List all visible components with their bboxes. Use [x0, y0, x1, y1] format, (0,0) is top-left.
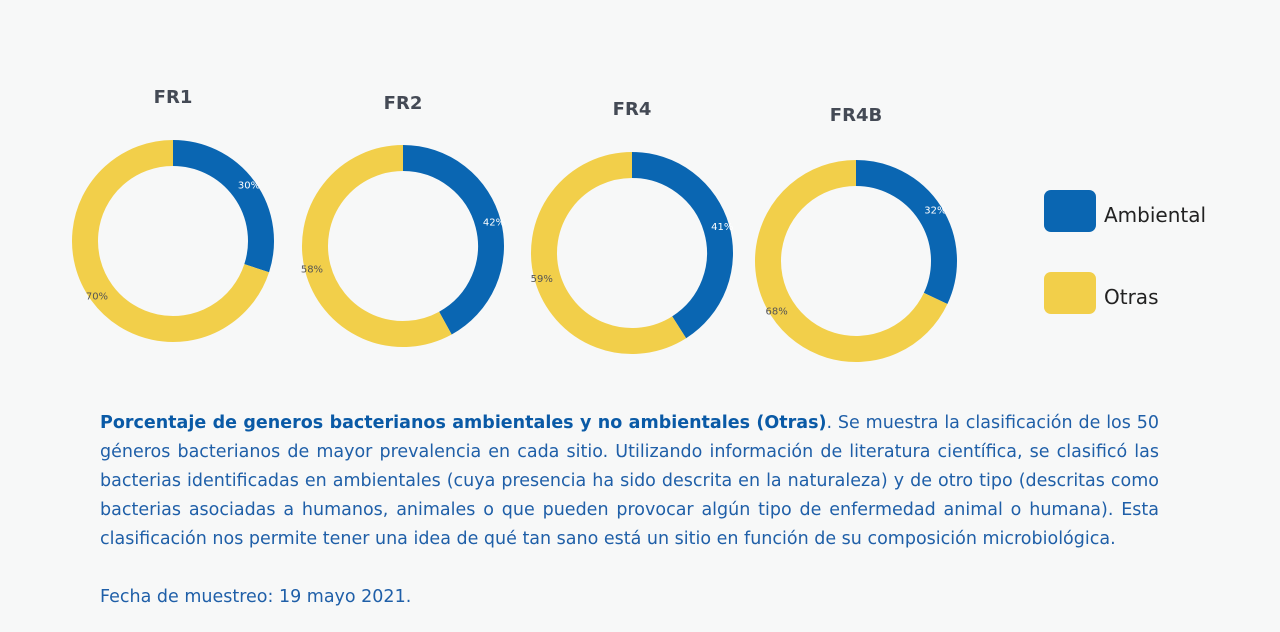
figure-caption: Porcentaje de generos bacterianos ambien… [100, 409, 1159, 554]
legend-label-otras: Otras [1104, 285, 1159, 309]
sampling-date: Fecha de muestreo: 19 mayo 2021. [100, 587, 412, 607]
data-label-fr1-ambiental: 30% [238, 181, 260, 192]
data-label-fr4-ambiental: 41% [711, 222, 733, 233]
slice-fr1-otras [72, 140, 270, 342]
data-label-fr2-ambiental: 42% [483, 218, 505, 229]
data-label-fr4b-ambiental: 32% [924, 206, 946, 217]
donut-charts: FR1 30% 70% FR2 42% 58% FR4 41% 59% FR4B 32% 68% [72, 87, 957, 362]
slice-fr4b-ambiental [855, 160, 957, 304]
data-label-fr1-otras: 70% [86, 291, 108, 302]
data-label-fr4b-otras: 68% [766, 306, 788, 317]
legend-swatch-otras [1044, 272, 1096, 314]
legend-swatch-ambiental [1044, 190, 1096, 232]
chart-title-fr1: FR1 [154, 87, 193, 108]
slice-fr4b-otras [755, 160, 948, 362]
slice-fr2-ambiental [402, 145, 504, 335]
caption-title: Porcentaje de generos bacterianos ambien… [100, 413, 827, 433]
legend-item-ambiental: Ambiental [1044, 190, 1206, 232]
chart-title-fr2: FR2 [384, 93, 423, 114]
slice-fr1-ambiental [172, 140, 274, 273]
slice-fr4-ambiental [631, 152, 733, 339]
slice-fr2-otras [302, 145, 452, 347]
caption-text: . Se muestra la clasificación de los 50 … [100, 413, 1160, 549]
data-label-fr2-otras: 58% [301, 264, 323, 275]
legend-item-otras: Otras [1044, 272, 1158, 314]
slice-fr4-otras [531, 152, 687, 354]
chart-title-fr4: FR4 [613, 99, 652, 120]
chart-title-fr4b: FR4B [830, 105, 882, 126]
data-label-fr4-otras: 59% [531, 274, 553, 285]
legend-label-ambiental: Ambiental [1104, 203, 1207, 227]
